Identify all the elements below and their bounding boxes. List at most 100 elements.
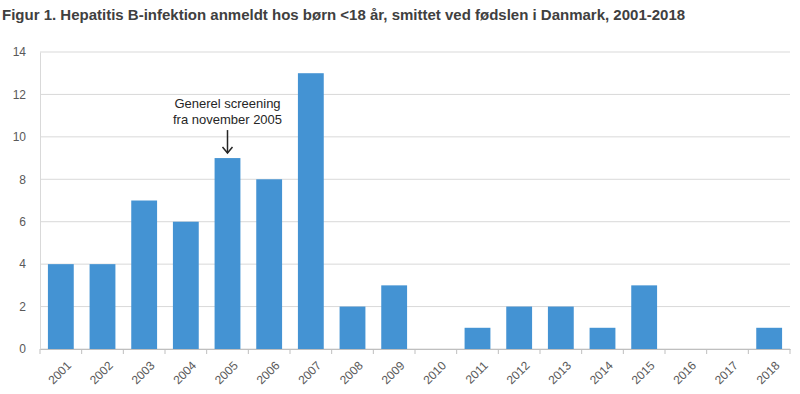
grid-line [40, 52, 790, 53]
x-boundaries [40, 349, 790, 354]
x-boundary-mark [415, 349, 416, 354]
x-boundary-mark [165, 349, 166, 354]
x-tick: 2013 [545, 349, 574, 387]
x-tick: 2016 [670, 349, 699, 387]
bar [48, 264, 74, 349]
x-boundary-mark [40, 349, 41, 354]
y-tick: 14 [13, 45, 40, 59]
x-tick-label: 2002 [87, 358, 116, 387]
bar [673, 349, 699, 350]
x-boundary-mark [331, 349, 332, 354]
bar [715, 349, 741, 350]
grid-line [40, 136, 790, 137]
y-tick: 0 [19, 342, 40, 356]
x-boundary-mark [581, 349, 582, 354]
x-tick: 2017 [712, 349, 741, 387]
x-tick-label: 2016 [670, 358, 699, 387]
title: Figur 1. Hepatitis B-infektion anmeldt h… [2, 6, 685, 23]
y-tick-label: 6 [19, 215, 26, 229]
annotation: Generel screeningfra november 2005 [173, 96, 282, 153]
x-boundary-mark [373, 349, 374, 354]
x-boundary-mark [623, 349, 624, 354]
x-tick: 2003 [129, 349, 158, 387]
x-boundary-mark [748, 349, 749, 354]
x-tick-label: 2009 [379, 358, 408, 387]
x-boundary-mark [206, 349, 207, 354]
x-tick: 2015 [629, 349, 658, 387]
x-tick-label: 2011 [463, 358, 491, 386]
x-tick-label: 2003 [129, 358, 158, 387]
annotation-text: Generel screeningfra november 2005 [173, 96, 282, 127]
x-boundary-mark [123, 349, 124, 354]
plot: 0246810121420012002200320042005200620072… [13, 45, 791, 387]
y-tick: 10 [13, 130, 40, 144]
x-tick-label: 2006 [254, 358, 283, 387]
y-tick: 4 [19, 257, 40, 271]
grid-line [40, 179, 790, 180]
grid [40, 52, 790, 349]
bar [298, 73, 324, 349]
y-tick-label: 4 [19, 257, 26, 271]
y-axis-line [40, 53, 41, 350]
y-tick-label: 10 [13, 130, 27, 144]
x-tick: 2004 [170, 349, 199, 387]
x-tick: 2011 [463, 349, 491, 387]
x-tick-label: 2017 [712, 358, 741, 387]
bar [173, 222, 199, 349]
annotation-line: fra november 2005 [173, 112, 282, 127]
x-tick: 2007 [295, 349, 324, 387]
x-tick-label: 2001 [45, 358, 74, 387]
bar [131, 201, 157, 350]
y-tick-label: 8 [19, 173, 26, 187]
x-tick-label: 2010 [420, 358, 449, 387]
x-boundary-mark [790, 349, 791, 354]
x-tick-label: 2004 [170, 358, 199, 387]
bars [48, 73, 782, 349]
bar [90, 264, 116, 349]
chart: Figur 1. Hepatitis B-infektion anmeldt h… [0, 0, 800, 394]
bar [381, 285, 407, 349]
bar [631, 285, 657, 349]
bar [256, 179, 282, 349]
y-tick: 8 [19, 173, 40, 187]
y-tick-label: 14 [13, 45, 27, 59]
bar [590, 328, 616, 349]
y-tick: 12 [13, 88, 40, 102]
x-tick: 2014 [587, 349, 616, 387]
y-tick: 6 [19, 215, 40, 229]
x-tick-label: 2008 [337, 358, 366, 387]
x-tick: 2006 [254, 349, 283, 387]
bar [215, 158, 241, 349]
x-boundary-mark [456, 349, 457, 354]
x-tick: 2018 [754, 349, 783, 387]
x-tick: 2008 [337, 349, 366, 387]
x-boundary-mark [248, 349, 249, 354]
y-tick-label: 0 [19, 342, 26, 356]
annotation-arrow [227, 130, 229, 153]
x-boundary-mark [706, 349, 707, 354]
bar [465, 328, 491, 349]
y-axis: 0 2 4 6 8 10 12 14 [13, 45, 41, 356]
x-boundary-mark [665, 349, 666, 354]
x-boundary-mark [498, 349, 499, 354]
x-tick: 2002 [87, 349, 116, 387]
x-tick: 2012 [504, 349, 533, 387]
x-tick-label: 2012 [504, 358, 533, 387]
bar [423, 349, 449, 350]
x-tick: 2001 [45, 349, 74, 387]
x-tick-label: 2014 [587, 358, 616, 387]
x-tick-label: 2015 [629, 358, 658, 387]
y-tick: 2 [19, 300, 40, 314]
x-tick: 2005 [212, 349, 241, 387]
y-tick-label: 2 [19, 300, 26, 314]
bar [340, 307, 366, 349]
bar [756, 328, 782, 349]
x-boundary-mark [290, 349, 291, 354]
grid-line [40, 94, 790, 95]
x-tick-label: 2005 [212, 358, 241, 387]
x-tick-label: 2013 [545, 358, 574, 387]
annotation-arrowhead [223, 147, 233, 153]
bar [548, 307, 574, 349]
bar [506, 307, 532, 349]
x-axis: 2001 2002 2003 2004 2005 2006 2007 2008 2009 2010… [40, 349, 791, 387]
